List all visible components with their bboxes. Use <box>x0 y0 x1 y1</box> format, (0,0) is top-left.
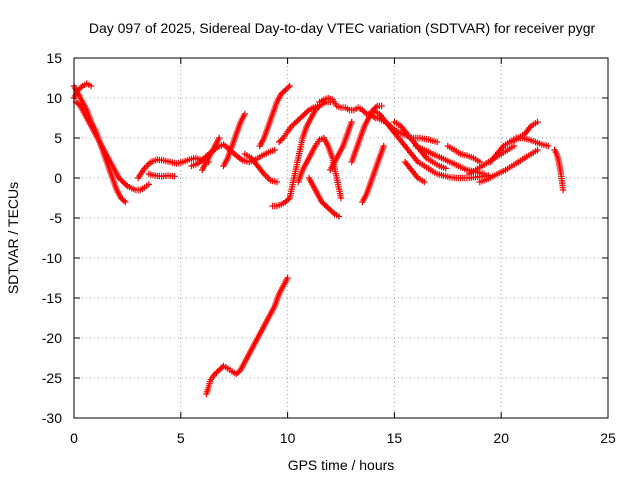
y-tick-label: 5 <box>54 130 62 146</box>
series-arc26 <box>476 146 541 186</box>
x-tick-label: 5 <box>177 430 185 446</box>
series-arc5 <box>145 170 178 180</box>
y-axis-label: SDTVAR / TECUs <box>5 182 21 294</box>
series-arc28 <box>508 118 541 146</box>
x-tick-label: 20 <box>493 430 509 446</box>
y-tick-label: 0 <box>54 170 62 186</box>
series-arc12 <box>275 98 334 146</box>
data-point-markers <box>374 114 441 146</box>
series-arc17 <box>348 102 385 166</box>
axis-ticks <box>73 57 609 419</box>
series-arc29 <box>551 146 567 194</box>
x-tick-label: 10 <box>280 430 296 446</box>
data-point-markers <box>401 158 428 186</box>
grid <box>74 58 608 418</box>
data-point-markers <box>275 98 334 146</box>
x-axis-label: GPS time / hours <box>288 457 395 473</box>
x-tick-label: 25 <box>600 430 616 446</box>
series-arc14 <box>305 174 343 220</box>
series-arc10 <box>256 82 293 150</box>
series-arc18 <box>359 142 387 206</box>
data-point-markers <box>256 82 293 150</box>
series-arc23 <box>412 142 488 178</box>
series-arc24 <box>444 142 483 166</box>
data-point-markers <box>72 98 152 194</box>
data-point-markers <box>199 134 223 174</box>
data-point-markers <box>359 142 387 206</box>
chart-title: Day 097 of 2025, Sidereal Day-to-day VTE… <box>89 20 596 36</box>
data-point-markers <box>241 150 281 186</box>
data-point-markers <box>305 174 343 220</box>
series-arc11 <box>269 102 323 210</box>
data-point-markers <box>269 102 323 210</box>
data-point-markers <box>444 142 483 166</box>
series-arc7 <box>199 134 223 174</box>
data-point-markers <box>551 146 567 194</box>
data-point-markers <box>412 142 488 178</box>
series-arc30 <box>203 274 291 398</box>
data-point-markers <box>508 118 541 146</box>
y-tick-label: -20 <box>42 330 62 346</box>
x-tick-label: 15 <box>387 430 403 446</box>
series-arc8 <box>220 110 249 170</box>
data-point-markers <box>327 118 355 174</box>
y-tick-label: 15 <box>46 50 62 66</box>
y-tick-label: 10 <box>46 90 62 106</box>
y-tick-label: -30 <box>42 410 62 426</box>
y-tick-label: -5 <box>50 210 63 226</box>
data-point-markers <box>203 274 291 398</box>
series-arc16 <box>327 118 355 174</box>
series-arc20 <box>374 114 441 146</box>
plot-frame <box>73 57 609 419</box>
series-arc22 <box>401 158 428 186</box>
y-tick-label: -25 <box>42 370 62 386</box>
series-arc2 <box>72 98 152 194</box>
y-tick-label: -10 <box>42 250 62 266</box>
series-arc9 <box>241 150 281 186</box>
x-tick-label: 0 <box>70 430 78 446</box>
data-marks <box>70 80 567 398</box>
data-point-markers <box>476 146 541 186</box>
axis-tick-labels: 0 5 10 15 20 25 15 10 5 0 -5 -10 -15 -20 -25 -30 <box>42 50 616 446</box>
y-tick-label: -15 <box>42 290 62 306</box>
data-point-markers <box>220 110 249 170</box>
data-point-markers <box>348 102 385 166</box>
data-point-markers <box>145 170 178 180</box>
